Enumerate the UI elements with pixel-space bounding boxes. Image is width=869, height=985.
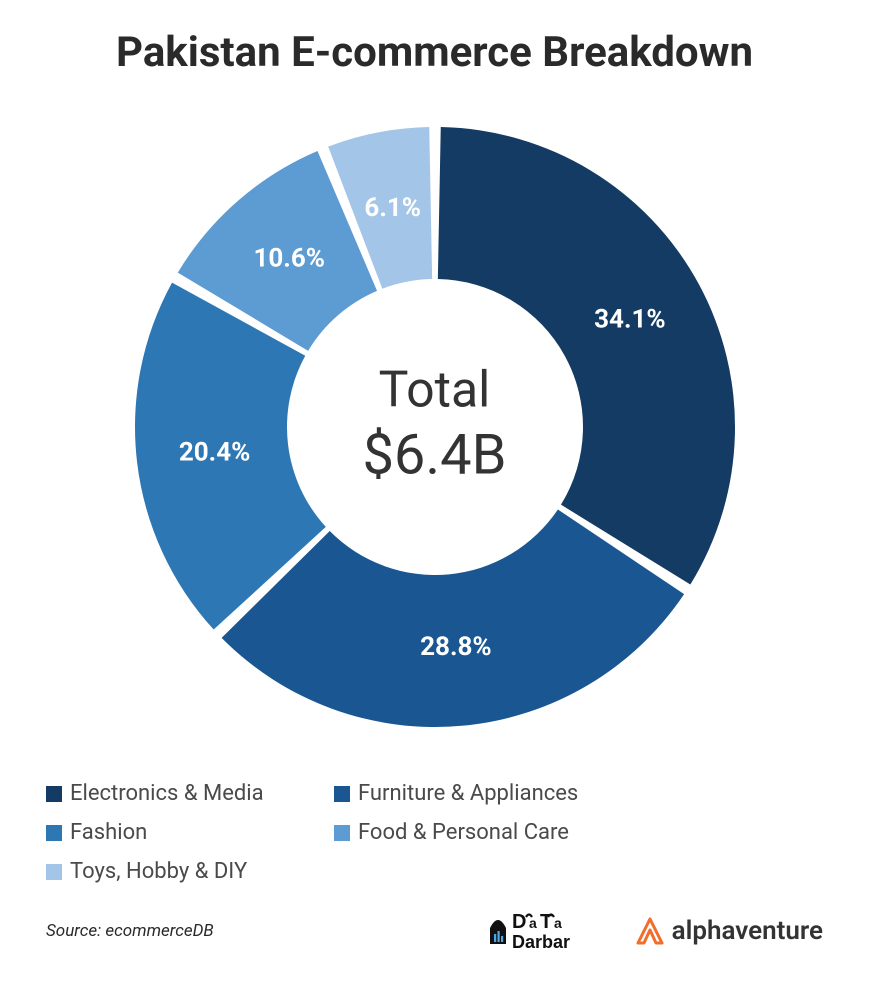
legend-label: Electronics & Media xyxy=(70,781,264,806)
legend-item: Furniture & Appliances xyxy=(334,781,594,806)
legend-swatch xyxy=(46,786,62,802)
svg-text:a: a xyxy=(529,915,537,931)
legend-item: Fashion xyxy=(46,820,306,845)
slice-label: 20.4% xyxy=(178,437,250,467)
svg-text:D: D xyxy=(512,911,526,933)
source-text: Source: ecommerceDB xyxy=(46,921,214,941)
legend-item: Food & Personal Care xyxy=(334,820,594,845)
slice-label: 34.1% xyxy=(594,305,666,335)
svg-text:a: a xyxy=(554,915,562,931)
logos: D a T a Darbar alphaventure xyxy=(476,908,823,954)
footer: Source: ecommerceDB D a T a Darbar xyxy=(36,908,833,954)
data-darbar-logo: D a T a Darbar xyxy=(476,908,606,954)
legend-label: Food & Personal Care xyxy=(358,820,569,845)
donut-center-label: Total $6.4B xyxy=(362,363,506,486)
slice-label: 28.8% xyxy=(420,632,492,662)
donut-slice xyxy=(437,127,734,584)
center-line-2: $6.4B xyxy=(362,424,506,486)
legend-label: Toys, Hobby & DIY xyxy=(70,859,247,884)
center-line-1: Total xyxy=(362,363,506,418)
alphaventure-icon xyxy=(634,915,666,947)
legend-swatch xyxy=(46,825,62,841)
legend-label: Furniture & Appliances xyxy=(358,781,578,806)
svg-text:Darbar: Darbar xyxy=(512,932,570,952)
alphaventure-logo: alphaventure xyxy=(634,915,823,947)
donut-chart: 34.1% 28.8% 20.4% 10.6% 6.1% Total $6.4B xyxy=(36,87,833,767)
legend-swatch xyxy=(334,786,350,802)
legend-swatch xyxy=(334,825,350,841)
legend: Electronics & Media Furniture & Appliance… xyxy=(46,781,823,884)
container: Pakistan E-commerce Breakdown 34.1% 28.8%… xyxy=(0,0,869,985)
slice-label: 6.1% xyxy=(364,193,421,223)
legend-item: Electronics & Media xyxy=(46,781,306,806)
data-darbar-icon: D a T a Darbar xyxy=(476,908,606,954)
legend-swatch xyxy=(46,864,62,880)
legend-label: Fashion xyxy=(70,820,147,845)
legend-item: Toys, Hobby & DIY xyxy=(46,859,306,884)
chart-title: Pakistan E-commerce Breakdown xyxy=(36,28,833,77)
alphaventure-text: alphaventure xyxy=(672,916,823,946)
slice-label: 10.6% xyxy=(253,243,325,273)
